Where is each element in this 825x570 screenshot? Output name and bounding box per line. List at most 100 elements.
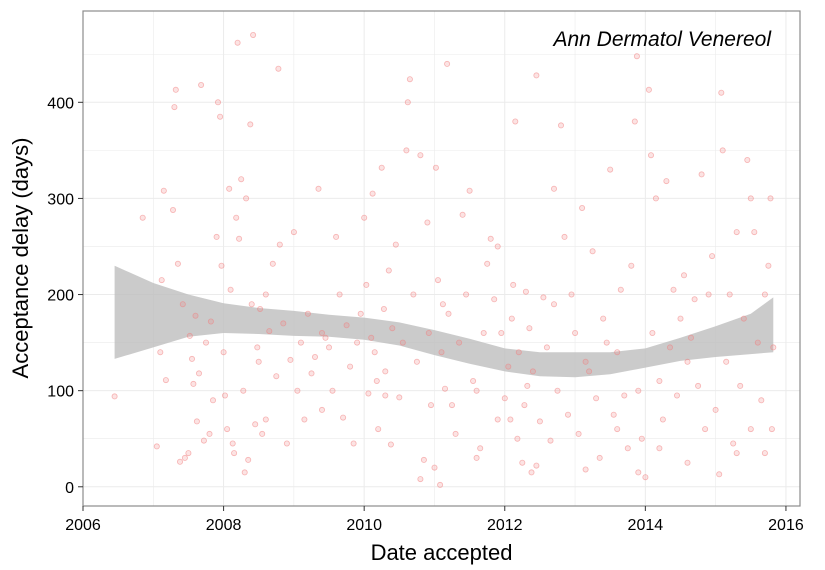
data-point bbox=[389, 325, 396, 332]
y-tick-label: 300 bbox=[47, 191, 74, 208]
y-tick-label: 100 bbox=[47, 384, 74, 401]
data-point bbox=[301, 416, 308, 423]
data-point bbox=[218, 262, 225, 269]
data-point bbox=[233, 214, 240, 221]
data-point bbox=[761, 450, 768, 457]
data-point bbox=[737, 382, 744, 389]
data-point bbox=[635, 469, 642, 476]
data-point bbox=[200, 437, 207, 444]
data-point bbox=[438, 349, 445, 356]
data-point bbox=[524, 382, 531, 389]
data-point bbox=[456, 339, 463, 346]
data-point bbox=[318, 406, 325, 413]
data-point bbox=[287, 356, 294, 363]
data-point bbox=[139, 214, 146, 221]
data-point bbox=[501, 395, 508, 402]
data-point bbox=[670, 286, 677, 293]
data-point bbox=[674, 392, 681, 399]
data-point bbox=[663, 178, 670, 185]
data-point bbox=[512, 118, 519, 125]
data-point bbox=[730, 440, 737, 447]
data-point bbox=[716, 471, 723, 478]
data-point bbox=[190, 380, 197, 387]
data-point bbox=[340, 414, 347, 421]
data-point bbox=[240, 387, 247, 394]
data-point bbox=[157, 349, 164, 356]
data-point bbox=[463, 291, 470, 298]
data-point bbox=[248, 301, 255, 308]
data-point bbox=[363, 281, 370, 288]
data-point bbox=[425, 329, 432, 336]
data-point bbox=[404, 99, 411, 106]
data-point bbox=[610, 411, 617, 418]
data-point bbox=[333, 233, 340, 240]
data-point bbox=[229, 440, 236, 447]
data-point bbox=[294, 387, 301, 394]
data-point bbox=[507, 416, 514, 423]
data-point bbox=[275, 65, 282, 72]
data-point bbox=[236, 235, 243, 242]
data-point bbox=[688, 334, 695, 341]
data-point bbox=[217, 113, 224, 120]
data-point bbox=[582, 358, 589, 365]
data-point bbox=[719, 147, 726, 154]
data-point bbox=[172, 86, 179, 93]
points-layer bbox=[111, 32, 777, 488]
x-tick-label: 2006 bbox=[65, 517, 101, 534]
data-point bbox=[554, 387, 561, 394]
data-point bbox=[617, 286, 624, 293]
data-point bbox=[202, 339, 209, 346]
data-point bbox=[754, 339, 761, 346]
data-point bbox=[649, 329, 656, 336]
data-point bbox=[572, 329, 579, 336]
data-point bbox=[368, 334, 375, 341]
data-point bbox=[510, 281, 517, 288]
data-point bbox=[726, 291, 733, 298]
x-tick-label: 2008 bbox=[206, 517, 242, 534]
data-point bbox=[733, 450, 740, 457]
y-tick-label: 200 bbox=[47, 288, 74, 305]
data-point bbox=[369, 190, 376, 197]
data-point bbox=[645, 86, 652, 93]
data-point bbox=[582, 466, 589, 473]
data-point bbox=[257, 305, 264, 312]
data-point bbox=[304, 310, 311, 317]
data-point bbox=[514, 435, 521, 442]
data-point bbox=[188, 355, 195, 362]
data-point bbox=[635, 387, 642, 394]
data-point bbox=[565, 411, 572, 418]
data-point bbox=[322, 334, 329, 341]
data-point bbox=[551, 185, 558, 192]
data-point bbox=[768, 426, 775, 433]
data-point bbox=[547, 437, 554, 444]
data-point bbox=[441, 385, 448, 392]
data-point bbox=[536, 418, 543, 425]
data-point bbox=[522, 288, 529, 295]
data-point bbox=[448, 402, 455, 409]
data-point bbox=[633, 53, 640, 60]
data-point bbox=[656, 445, 663, 452]
data-point bbox=[315, 185, 322, 192]
data-point bbox=[169, 206, 176, 213]
data-point bbox=[185, 450, 192, 457]
data-point bbox=[413, 358, 420, 365]
data-point bbox=[427, 402, 434, 409]
data-point bbox=[533, 72, 540, 79]
data-point bbox=[276, 241, 283, 248]
data-point bbox=[758, 397, 765, 404]
data-point bbox=[744, 156, 751, 163]
data-point bbox=[491, 296, 498, 303]
data-point bbox=[160, 187, 167, 194]
data-point bbox=[628, 262, 635, 269]
data-point bbox=[247, 121, 254, 128]
x-axis-title: Date accepted bbox=[371, 540, 513, 565]
data-point bbox=[452, 430, 459, 437]
data-point bbox=[420, 456, 427, 463]
data-point bbox=[437, 481, 444, 488]
data-point bbox=[283, 440, 290, 447]
data-point bbox=[224, 426, 231, 433]
data-point bbox=[484, 260, 491, 267]
data-point bbox=[336, 291, 343, 298]
data-point bbox=[656, 377, 663, 384]
data-point bbox=[174, 260, 181, 267]
